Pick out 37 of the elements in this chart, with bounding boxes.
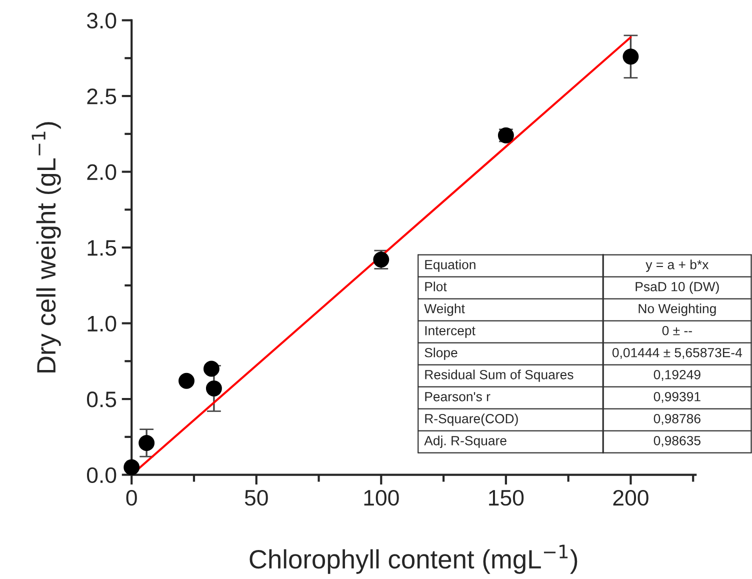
x-tick-label: 100 (364, 490, 399, 506)
annotation: 0,01444 ± 5,65873E-4 (612, 348, 742, 359)
y-tick-label: 1.5 (88, 240, 116, 256)
annotation: 0,98786 (654, 414, 700, 425)
annotation: 0,99391 (654, 392, 700, 403)
annotation: R-Square(COD) (425, 414, 518, 426)
y-tick-label: 1.0 (88, 316, 116, 332)
point (206, 380, 222, 396)
x-axis-title: Chlorophyll content (mgL$^{−1}$) (250, 544, 578, 574)
annotation: Adj. R-Square (424, 436, 506, 448)
x-tick-label: 50 (244, 490, 268, 506)
annotation: PsaD 10 (DW) (636, 282, 719, 294)
x-tick-label: 0 (126, 490, 137, 506)
point (138, 434, 155, 451)
annotation: Weight (424, 304, 465, 316)
y-tick-label: 3.0 (86, 12, 116, 29)
y-axis-title: Dry cell weight (gL$^{−1}$) (32, 122, 61, 372)
annotation: Residual Sum of Squares (425, 370, 574, 382)
x-tick-label: 200 (613, 490, 648, 506)
annotation: 0,19249 (654, 370, 700, 381)
annotation: Equation (425, 260, 476, 272)
point (203, 360, 220, 377)
annotation: 0 ± -- (662, 326, 692, 336)
annotation: Pearson's r (425, 392, 490, 402)
annotation: Slope (424, 348, 458, 360)
annotation: Plot (425, 282, 447, 292)
y-tick-label: 2.5 (87, 88, 116, 104)
y-tick-label: 0.0 (86, 467, 116, 484)
point (178, 372, 194, 389)
annotation: No Weighting (638, 304, 716, 316)
point (622, 48, 639, 65)
annotation: 0,98635 (654, 436, 700, 447)
y-tick-label: 2.0 (87, 164, 116, 180)
annotation: y = a + b*x (646, 260, 709, 272)
annotation: Intercept (425, 326, 476, 338)
y-tick-label: 0.5 (86, 392, 116, 408)
x-tick-label: 150 (489, 490, 524, 506)
